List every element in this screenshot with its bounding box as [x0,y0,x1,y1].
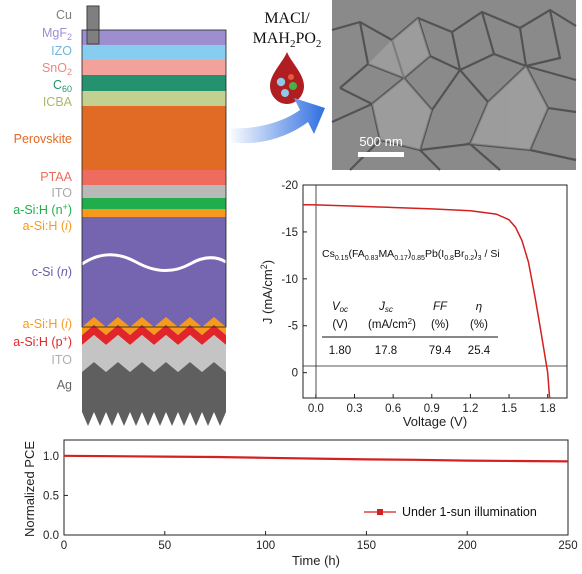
label-ptaa: PTAA [40,170,72,184]
stab-plot-frame [63,439,569,536]
stab-legend: Under 1-sun illumination [364,505,537,519]
stab-x-tick-label: 100 [256,540,275,552]
stab-x-tick-label: 50 [158,540,171,552]
scale-label: 500 nm [359,134,402,149]
svg-text:Jsc: Jsc [378,301,393,314]
jv-plot-frame [302,184,568,399]
label-asi-n: a-Si:H (n+) [13,202,72,217]
stab-x-tick-label: 200 [458,540,477,552]
layer-c60 [82,75,226,91]
layer-asi-p [82,325,226,345]
cu-contact-front [86,5,100,45]
stability-chart: 0 50 100 150 200 250 0.0 0.5 1.0 Time (h) Norma… [22,439,578,568]
svg-text:(%): (%) [470,319,488,331]
label-asi-i-bottom: a-Si:H (i) [23,317,72,331]
svg-text:(mA/cm2): (mA/cm2) [368,317,416,331]
layer-labels: Cu MgF2 IZO SnO2 C60 ICBA Perovskite PTA… [13,8,72,392]
device-stack [81,5,227,426]
stab-x-ticks: 0 50 100 150 200 250 [61,531,578,552]
additive-line1: MACl/ [264,10,310,27]
scale-bar [358,152,404,157]
svg-text:(V): (V) [332,319,348,331]
label-ito-top: ITO [51,186,72,200]
jv-chart: 0.0 0.3 0.6 0.9 1.2 1.5 1.8 -20 -15 -10 -5 0 Volta… [259,180,568,429]
label-cu: Cu [56,8,72,22]
svg-text:FF: FF [433,301,448,313]
layer-icba [82,91,226,106]
label-asi-p: a-Si:H (p+) [13,334,72,349]
stab-legend-label: Under 1-sun illumination [402,505,537,519]
jv-x-ticks: 0.0 0.3 0.6 0.9 1.2 1.5 1.8 [308,394,556,415]
stab-y-tick-label: 1.0 [43,451,59,463]
layer-mgf2 [82,30,226,45]
jv-y-ticks: -20 -15 -10 -5 0 [281,180,307,380]
label-csi: c-Si (n) [32,265,72,279]
label-mgf2: MgF2 [42,26,72,42]
label-ito-bottom: ITO [51,353,72,367]
layer-asi-i-bottom [82,317,226,335]
sem-image: 500 nm [331,0,577,171]
stab-ylabel: Normalized PCE [22,441,37,537]
svg-text:(%): (%) [431,319,449,331]
jv-y-tick-label: 0 [292,368,298,380]
jv-y-tick-label: -15 [281,227,298,239]
stab-x-tick-label: 0 [61,540,67,552]
layer-ag [82,362,226,426]
layer-csi [82,217,226,327]
layer-perovskite [82,106,226,170]
jv-xlabel: Voltage (V) [403,414,467,429]
svg-text:η: η [476,301,482,313]
layer-sno2 [82,60,226,75]
jv-y-tick-label: -10 [281,274,298,286]
additive-annotation: MACl/ MAH2PO2 [228,10,325,144]
svg-text:79.4: 79.4 [429,345,452,357]
jv-x-tick-label: 1.5 [501,403,517,415]
svg-text:25.4: 25.4 [468,345,491,357]
csi-break-wave [81,253,227,272]
label-sno2: SnO2 [42,61,72,77]
droplet-icon [270,52,304,104]
jv-param-table: Voc Jsc FF η (V) (mA/cm2) (%) (%) 1.80 1… [322,301,498,357]
jv-y-tick-label: -5 [288,321,298,333]
jv-x-tick-label: 0.0 [308,403,324,415]
stab-y-tick-label: 0.0 [43,530,59,542]
stab-y-tick-label: 0.5 [43,490,59,502]
label-icba: ICBA [43,95,73,109]
label-izo: IZO [51,44,72,58]
jv-x-tick-label: 0.6 [385,403,401,415]
jv-x-tick-label: 1.8 [540,403,556,415]
jv-y-tick-label: -20 [281,180,298,192]
stab-y-ticks: 0.0 0.5 1.0 [43,451,68,542]
layer-izo [82,45,226,60]
svg-text:17.8: 17.8 [375,345,397,357]
stab-x-tick-label: 250 [558,540,577,552]
stab-x-tick-label: 150 [357,540,376,552]
label-perovskite: Perovskite [14,132,72,146]
stab-curve [63,454,569,463]
label-c60: C60 [53,78,72,94]
layer-ito-bottom [82,335,226,372]
svg-text:Voc: Voc [332,301,348,314]
jv-curve [302,203,551,399]
layer-ptaa [82,170,226,185]
additive-line2: MAH2PO2 [253,30,322,50]
label-asi-i-top: a-Si:H (i) [23,219,72,233]
stab-xlabel: Time (h) [292,553,340,568]
layer-asi-n [82,198,226,209]
jv-x-tick-label: 0.3 [347,403,363,415]
jv-composition: Cs0.15(FA0.83MA0.17)0.85Pb(I0.8Br0.2)3 /… [322,248,500,262]
jv-x-tick-label: 1.2 [462,403,478,415]
layer-ito-top [82,185,226,198]
svg-text:1.80: 1.80 [329,345,351,357]
layer-asi-i-top [82,209,226,217]
jv-ylabel: J (mA/cm2) [259,260,275,324]
label-ag: Ag [57,378,72,392]
arrow-icon [228,98,325,144]
jv-x-tick-label: 0.9 [424,403,440,415]
